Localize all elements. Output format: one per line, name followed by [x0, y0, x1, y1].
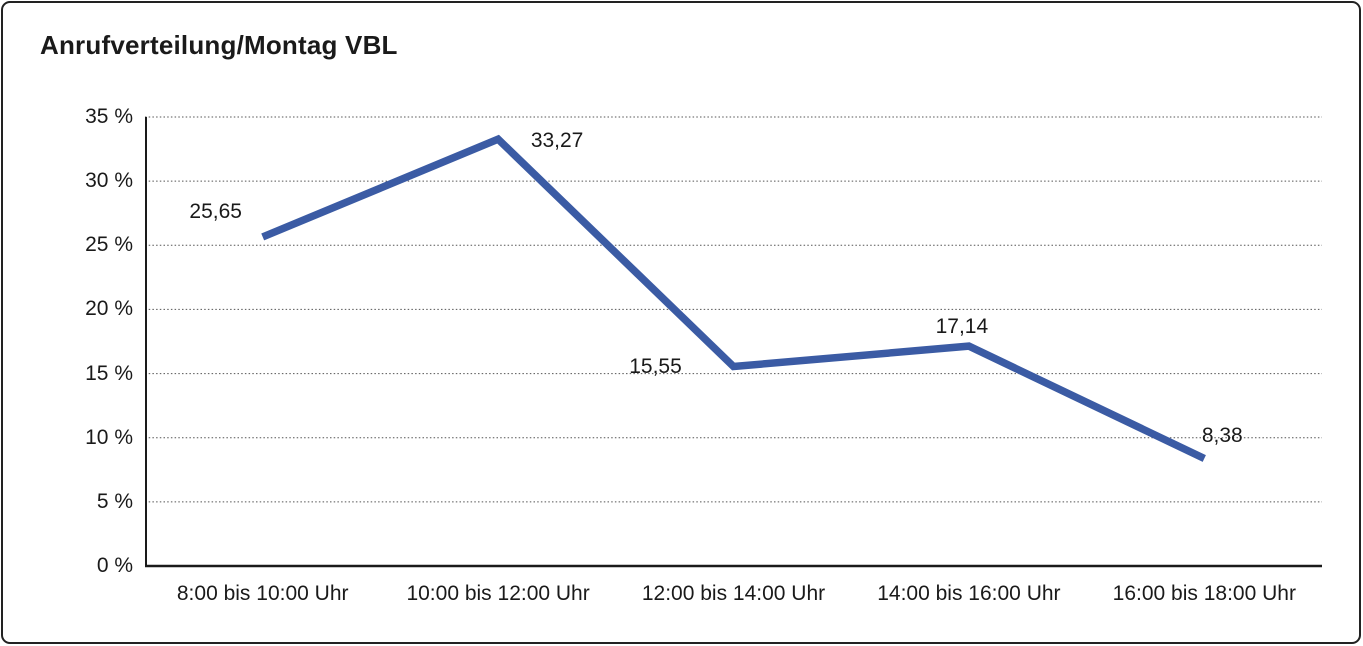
- chart-title: Anrufverteilung/Montag VBL: [40, 30, 398, 60]
- y-axis-tick-label: 30 %: [85, 169, 133, 193]
- x-axis-category-label: 14:00 bis 16:00 Uhr: [877, 582, 1061, 605]
- y-axis-tick-label: 35 %: [85, 105, 133, 128]
- y-axis-tick-label: 25 %: [85, 233, 133, 257]
- series-line: [261, 134, 1206, 462]
- y-axis-tick-label: 5 %: [96, 489, 133, 513]
- data-point-label: 17,14: [935, 315, 989, 339]
- x-axis-category-label: 12:00 bis 14:00 Uhr: [641, 582, 826, 605]
- data-point-label: 33,27: [530, 129, 584, 153]
- y-axis-tick-label: 10 %: [85, 425, 133, 449]
- data-point-label: 25,65: [189, 199, 242, 223]
- y-axis-tick-label: 0 %: [96, 554, 133, 577]
- x-axis-category-label: 8:00 bis 10:00 Uhr: [176, 582, 349, 605]
- x-axis-category-label: 16:00 bis 18:00 Uhr: [1112, 582, 1296, 605]
- data-point-label: 8,38: [1201, 424, 1243, 448]
- y-axis-tick-label: 15 %: [85, 361, 133, 385]
- x-axis-category-label: 10:00 bis 12:00 Uhr: [406, 582, 590, 605]
- y-axis-tick-label: 20 %: [85, 297, 133, 321]
- data-point-label: 15,55: [629, 354, 682, 378]
